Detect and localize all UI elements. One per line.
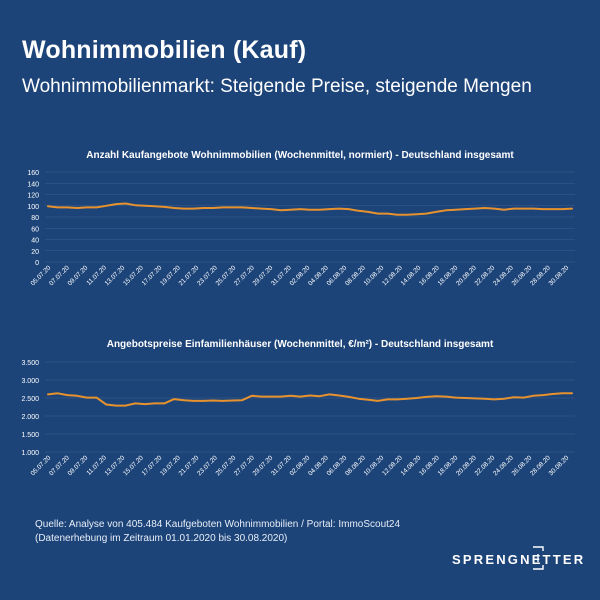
y-tick-label: 1.000 (21, 450, 39, 457)
chart-2-title: Angebotspreise Einfamilienhäuser (Wochen… (106, 339, 494, 350)
y-tick-label: 20 (31, 249, 39, 256)
y-tick-label: 120 (27, 193, 39, 200)
series-line (47, 202, 573, 216)
chart-1-listings-count: 02040608010012014016005.07.2007.07.2009.… (27, 170, 575, 287)
sprengnetter-logo-icon (533, 546, 544, 570)
chart-1-title: Anzahl Kaufangebote Wohnimmobilien (Woch… (86, 150, 514, 161)
y-tick-label: 160 (27, 170, 39, 177)
page-subtitle: Wohnimmobilienmarkt: Steigende Preise, s… (22, 76, 532, 97)
y-tick-label: 0 (35, 260, 39, 267)
source-footnote: Quelle: Analyse von 405.484 Kaufgeboten … (35, 518, 400, 546)
y-tick-label: 2.000 (21, 414, 39, 421)
y-tick-label: 40 (31, 238, 39, 245)
y-tick-label: 3.000 (21, 378, 39, 385)
y-tick-label: 100 (27, 204, 39, 211)
x-tick-label: 30.08.20 (548, 264, 571, 287)
source-line: Quelle: Analyse von 405.484 Kaufgeboten … (35, 519, 401, 530)
y-tick-label: 2.500 (21, 396, 39, 403)
x-tick-label: 30.08.20 (548, 454, 571, 477)
series-line (47, 392, 573, 407)
page-title: Wohnimmobilien (Kauf) (22, 36, 307, 64)
y-tick-label: 60 (31, 226, 39, 233)
y-tick-label: 80 (31, 215, 39, 222)
sprengnetter-logo-text: SPRENGNETTER (452, 552, 586, 567)
y-tick-label: 1.500 (21, 432, 39, 439)
collection-period-line: (Datenerhebung im Zeitraum 01.01.2020 bi… (35, 533, 288, 544)
chart-2-asking-prices: 1.0001.5002.0002.5003.0003.50005.07.2007… (21, 360, 575, 477)
y-tick-label: 140 (27, 181, 39, 188)
y-tick-label: 3.500 (21, 360, 39, 367)
